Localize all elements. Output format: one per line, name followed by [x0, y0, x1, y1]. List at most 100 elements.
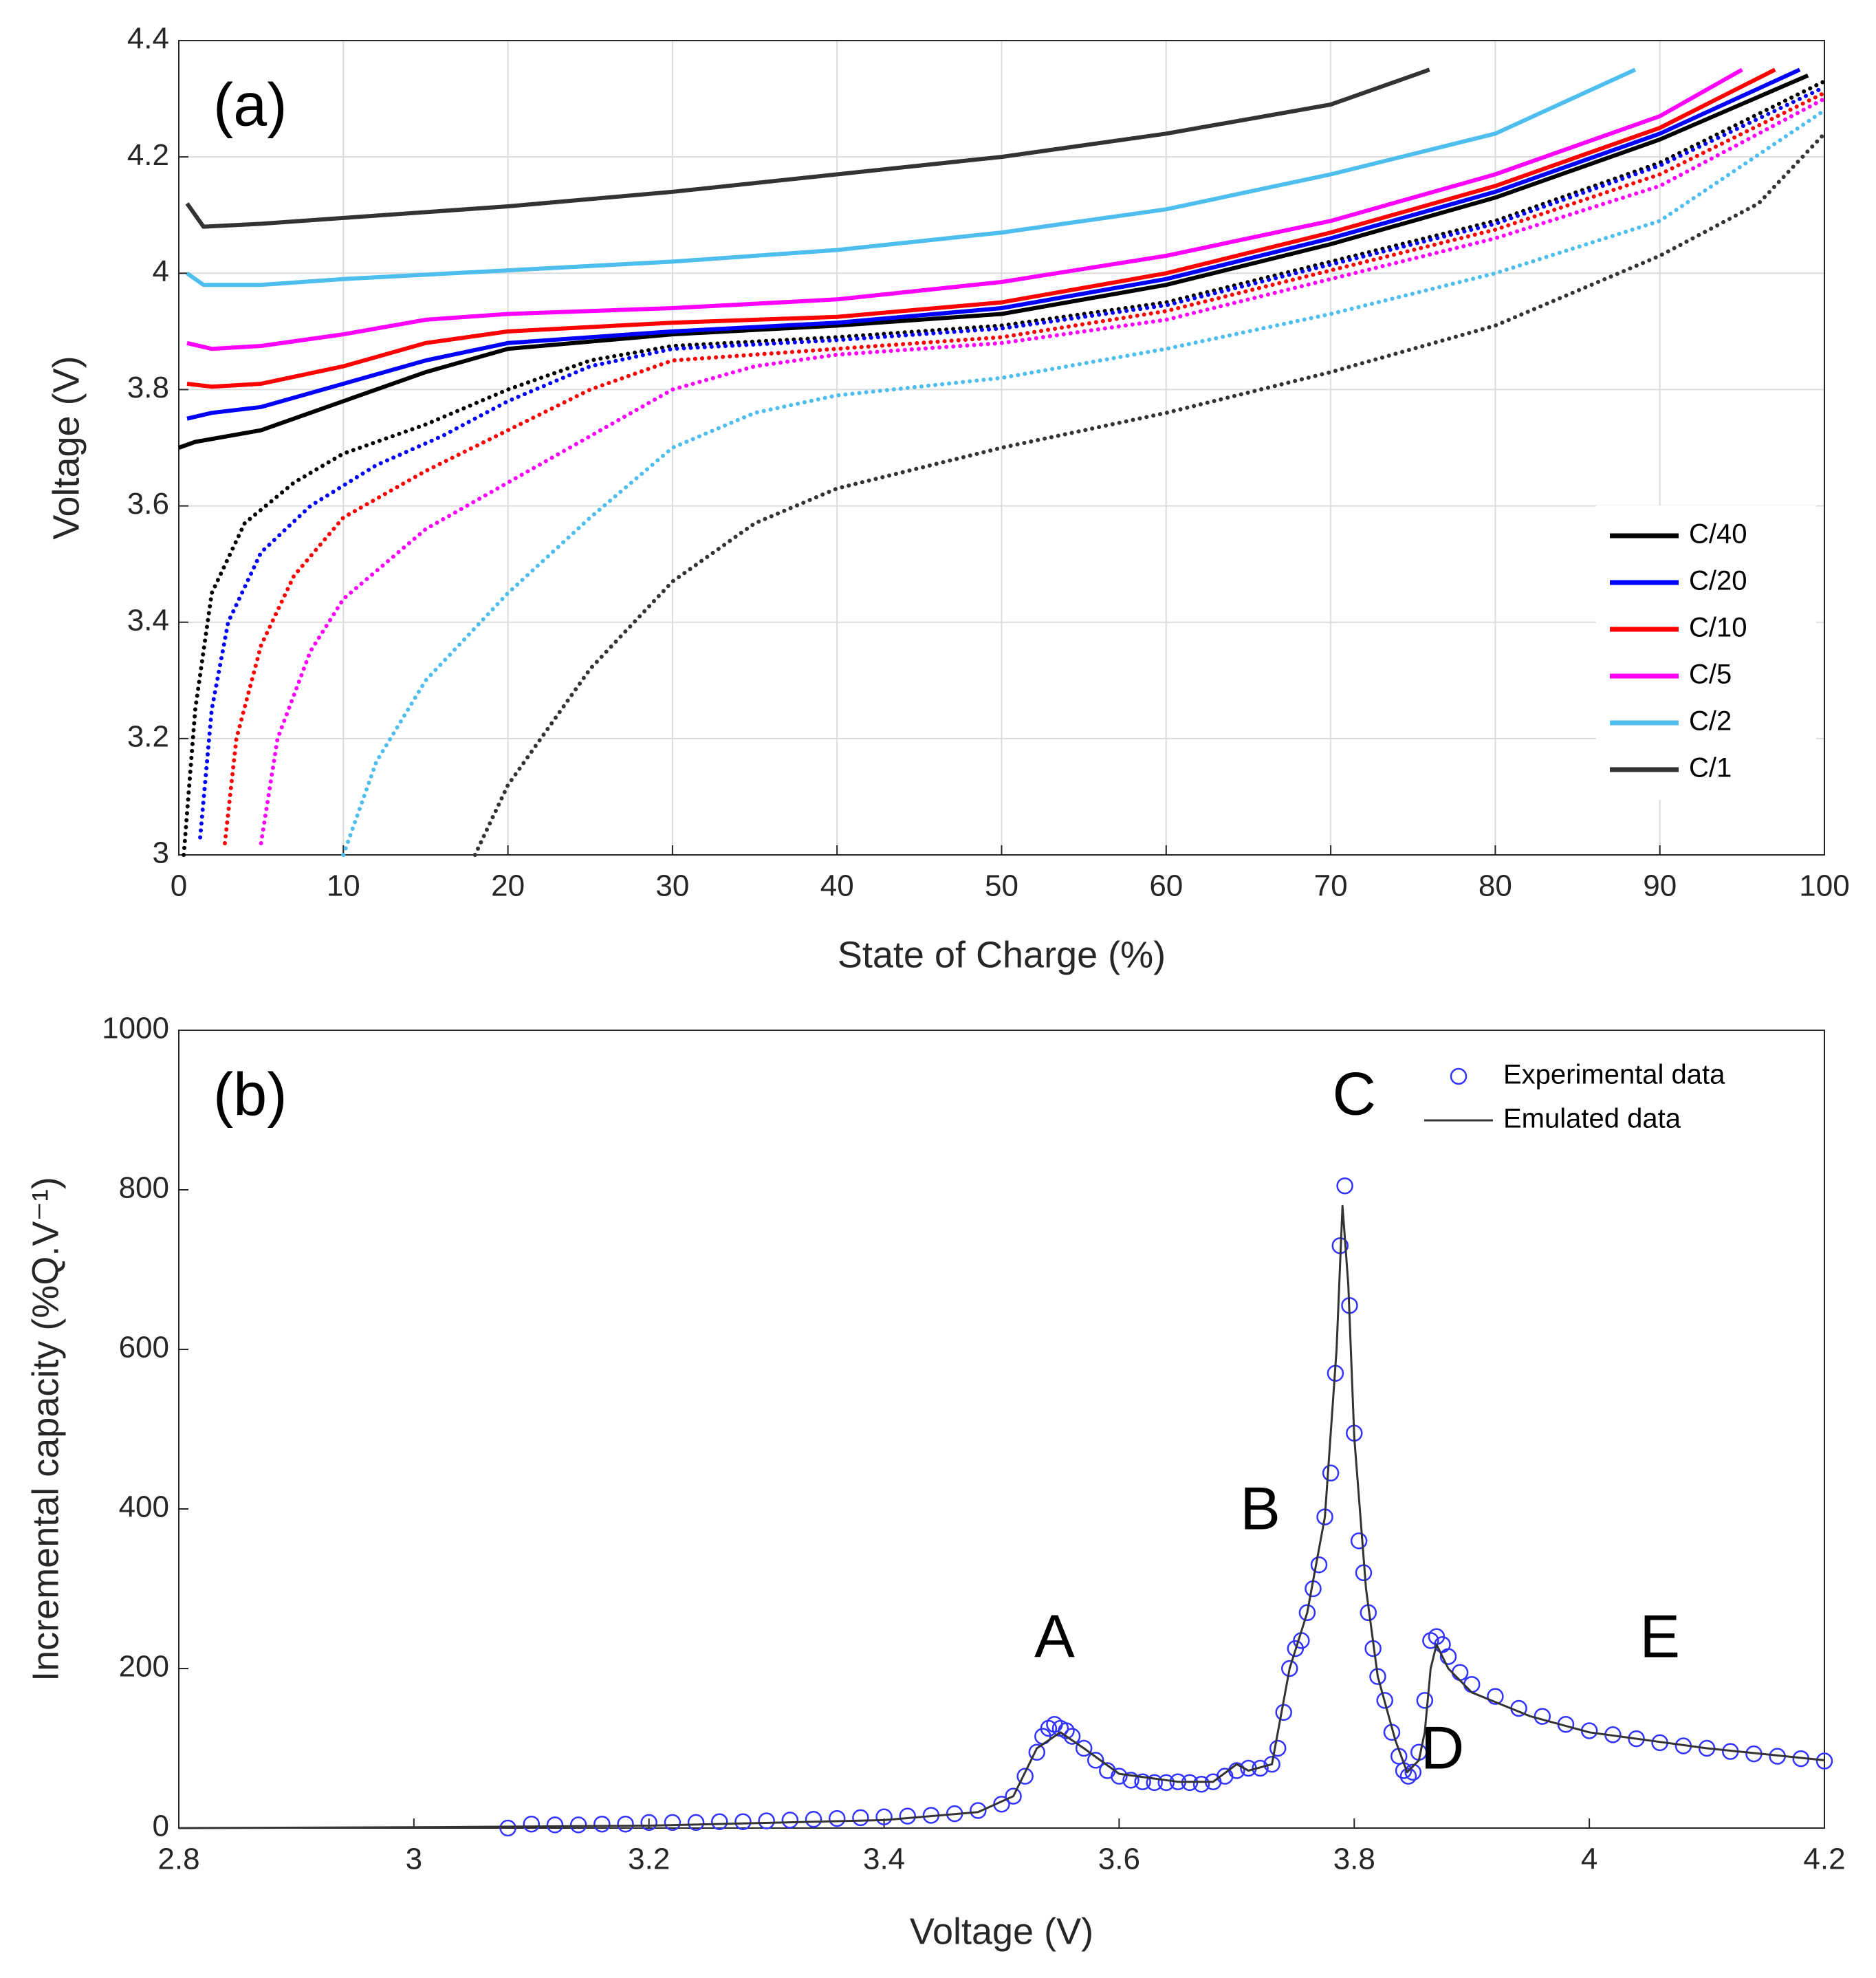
data-point [1146, 1774, 1163, 1792]
data-point [1269, 1739, 1287, 1757]
x-tick-label: 4 [1581, 1843, 1597, 1876]
annotation: C [1333, 1059, 1377, 1127]
x-tick-label: 3.4 [863, 1843, 905, 1876]
data-point [781, 1812, 799, 1829]
legend-label: Emulated data [1503, 1104, 1681, 1134]
y-tick-label: 400 [119, 1490, 169, 1524]
y-tick-label: 3 [153, 836, 169, 870]
chart: 0 10 20 30 40 50 60 70 80 90 100 3 3.2 3.4 3.6 3.8 4 4.2 4… [45, 22, 1849, 976]
data-point [1439, 1648, 1457, 1665]
legend-label: C/5 [1689, 660, 1732, 690]
legend-marker [1450, 1067, 1468, 1085]
data-point [1281, 1660, 1298, 1677]
y-tick-label: 3.8 [127, 371, 169, 404]
y-tick-label: 200 [119, 1650, 169, 1684]
data-point [1005, 1787, 1022, 1805]
data-point [970, 1802, 987, 1819]
chart: 2.8 3 3.2 3.4 3.6 3.8 4 4.2 0 200 400 600 800 1000 Vol… [25, 1012, 1845, 1953]
data-point [499, 1819, 516, 1837]
legend-label: C/40 [1689, 519, 1747, 550]
data-point [640, 1814, 657, 1832]
y-tick-label: 800 [119, 1171, 169, 1205]
data-point [734, 1813, 752, 1830]
x-tick-label: 10 [327, 869, 360, 903]
series-line [177, 73, 1809, 450]
data-point [1122, 1772, 1139, 1789]
y-tick-label: 3.6 [127, 487, 169, 521]
data-point [1263, 1755, 1280, 1773]
data-point [805, 1810, 822, 1828]
legend-label: C/2 [1689, 706, 1732, 737]
x-axis-label: State of Charge (%) [838, 934, 1166, 975]
data-point [1058, 1722, 1075, 1739]
annotation: D [1421, 1714, 1465, 1782]
data-point [569, 1816, 587, 1834]
data-point [1111, 1768, 1128, 1785]
x-axis-label: Voltage (V) [910, 1911, 1093, 1952]
y-tick-label: 4.4 [127, 22, 169, 56]
series-line [185, 67, 1430, 229]
annotation: A [1034, 1602, 1075, 1670]
annotation: B [1240, 1475, 1280, 1543]
y-tick-label: 3.4 [127, 603, 169, 637]
data-point [1815, 1752, 1833, 1770]
data-point [523, 1815, 541, 1833]
data-point [899, 1807, 917, 1825]
y-tick-label: 3.2 [127, 719, 169, 753]
y-tick-label: 1000 [102, 1012, 169, 1045]
data-point [1157, 1774, 1175, 1792]
data-point [828, 1809, 846, 1827]
data-point [687, 1814, 705, 1832]
data-point [1016, 1768, 1034, 1785]
legend-label: Experimental data [1503, 1060, 1725, 1090]
y-tick-label: 4 [153, 254, 169, 288]
data-point [1487, 1688, 1504, 1705]
y-axis-label: Incremental capacity (%Q.V⁻¹) [25, 1177, 66, 1682]
x-tick-label: 40 [820, 869, 854, 903]
data-point [593, 1815, 611, 1833]
x-tick-label: 70 [1314, 869, 1348, 903]
series-line [186, 67, 1637, 287]
x-tick-label: 3.6 [1098, 1843, 1140, 1876]
series-line [186, 67, 1743, 351]
x-tick-label: 3.2 [628, 1843, 670, 1876]
plot-area [179, 1030, 1824, 1828]
data-point [1134, 1773, 1151, 1790]
data-point [1252, 1759, 1269, 1777]
data-point [1350, 1532, 1368, 1550]
data-point [617, 1815, 634, 1833]
y-tick-label: 600 [119, 1331, 169, 1365]
data-point [1376, 1692, 1393, 1709]
x-tick-label: 30 [655, 869, 689, 903]
data-point [1399, 1768, 1417, 1785]
plot-frame [178, 1030, 1825, 1829]
x-tick-label: 20 [491, 869, 525, 903]
data-point [1298, 1604, 1316, 1622]
panel-label: (a) [213, 70, 287, 138]
x-tick-label: 4.2 [1803, 1843, 1845, 1876]
y-tick-label: 4.2 [127, 138, 169, 172]
y-axis-label: Voltage (V) [45, 356, 87, 539]
data-point [1192, 1775, 1210, 1793]
x-tick-label: 100 [1799, 869, 1849, 903]
data-point [664, 1814, 681, 1832]
series-line [186, 67, 1776, 389]
x-tick-label: 3.8 [1333, 1843, 1375, 1876]
x-tick-label: 60 [1149, 869, 1183, 903]
panel-label: (b) [213, 1060, 287, 1128]
series-line-dotted [198, 85, 1826, 840]
data-point [546, 1816, 564, 1834]
data-point [1028, 1743, 1046, 1761]
legend-label: C/1 [1689, 753, 1732, 783]
x-tick-label: 90 [1643, 869, 1677, 903]
data-point [758, 1812, 775, 1829]
x-tick-label: 0 [171, 869, 187, 903]
series-line-dotted [259, 96, 1826, 846]
data-point [711, 1813, 728, 1830]
data-point [1075, 1739, 1093, 1757]
series-line-dotted [223, 91, 1826, 846]
data-point [1322, 1464, 1340, 1482]
annotation: E [1639, 1602, 1680, 1670]
data-point [1416, 1692, 1434, 1709]
